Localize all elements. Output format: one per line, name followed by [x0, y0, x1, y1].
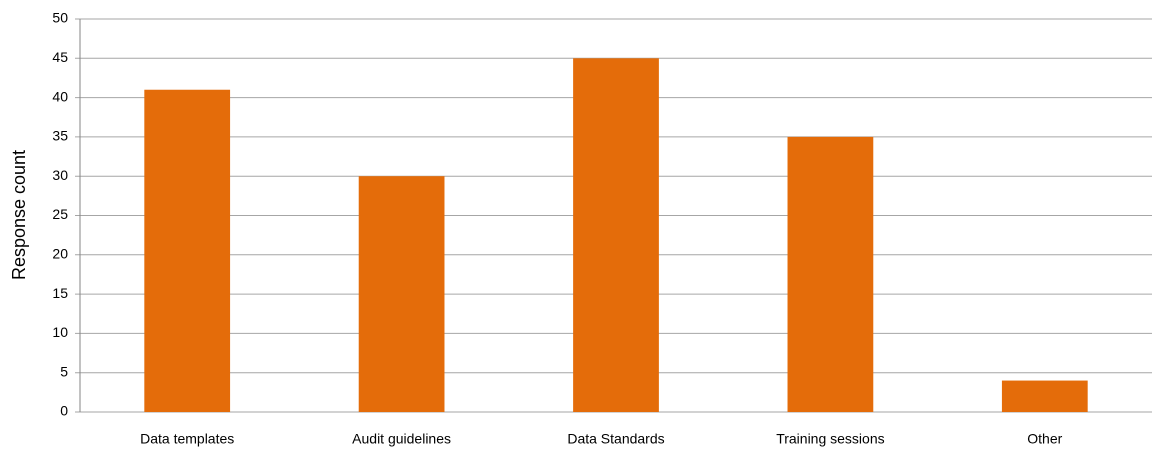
y-tick-label: 40 — [52, 88, 68, 104]
y-tick-label: 35 — [52, 128, 68, 144]
bar — [573, 58, 659, 413]
bar — [787, 136, 874, 412]
x-tick-label: Training sessions — [776, 431, 884, 447]
bar — [358, 176, 445, 412]
x-tick-label: Data Standards — [567, 431, 664, 447]
bar — [144, 89, 231, 413]
y-tick-label: 30 — [52, 167, 68, 183]
y-tick-label: 25 — [52, 206, 68, 222]
y-tick-label: 5 — [60, 363, 68, 379]
y-tick-label: 0 — [60, 403, 68, 419]
x-tick-label: Data templates — [140, 431, 234, 447]
y-tick-label: 50 — [52, 10, 68, 26]
y-axis-label: Response count — [9, 150, 29, 280]
y-tick-label: 45 — [52, 49, 68, 65]
x-tick-label: Audit guidelines — [352, 431, 451, 447]
bar — [1001, 380, 1088, 412]
x-tick-label: Other — [1027, 431, 1062, 447]
y-tick-label: 20 — [52, 246, 68, 262]
y-tick-label: 10 — [52, 324, 68, 340]
y-tick-label: 15 — [52, 285, 68, 301]
